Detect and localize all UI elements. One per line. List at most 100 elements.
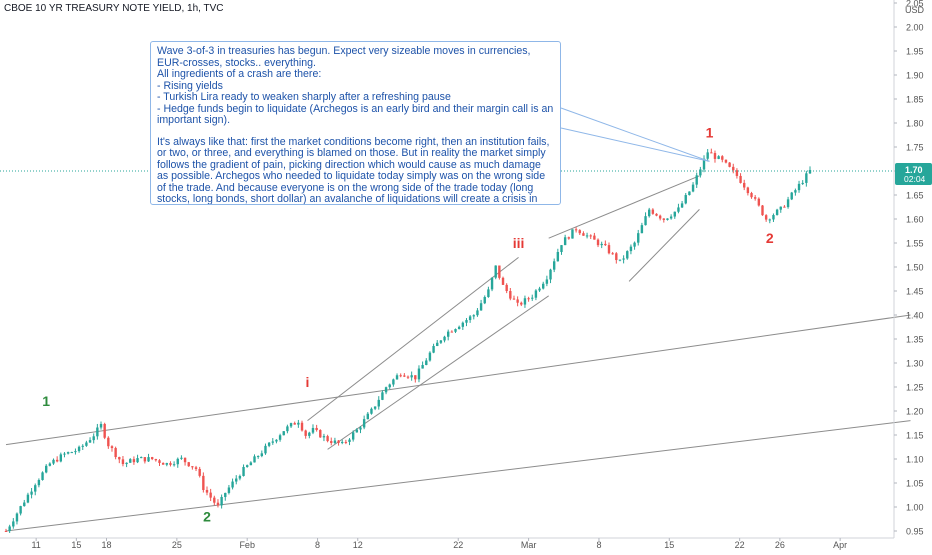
candle-body [267, 442, 271, 446]
candle-body [443, 336, 446, 341]
chart-title: CBOE 10 YR TREASURY NOTE YIELD, 1h, TVC [4, 3, 224, 14]
candle-body [571, 229, 574, 239]
candles [4, 148, 812, 533]
candle-body [362, 419, 366, 428]
candle-body [351, 432, 355, 440]
candle-body [753, 197, 757, 199]
candle-body [4, 531, 8, 532]
note-callout[interactable]: Wave 3-of-3 in treasuries has begun. Exp… [150, 41, 561, 205]
candle-body [520, 302, 523, 305]
candle-body [55, 459, 59, 462]
candle-body [176, 458, 179, 465]
candle-body [801, 182, 804, 184]
candle-body [542, 283, 545, 289]
wave-label: i [306, 374, 310, 390]
candle-body [224, 492, 227, 497]
candle-body [637, 233, 640, 243]
x-tick-label: 15 [664, 540, 674, 550]
candle-body [45, 465, 48, 473]
candle-body [461, 322, 465, 327]
candle-body [256, 456, 260, 458]
price-tag-time: 02:04 [904, 174, 926, 184]
candle-body [304, 430, 307, 436]
candle-body [585, 235, 589, 237]
candle-body [23, 502, 26, 507]
candle-body [66, 452, 70, 454]
candle-body [750, 193, 753, 198]
candle-body [129, 459, 132, 463]
candle-body [118, 457, 121, 460]
candle-body [205, 489, 209, 493]
candle-body [615, 253, 618, 261]
trendlines [5, 175, 911, 532]
candle-body [235, 478, 238, 482]
candle-body [596, 239, 600, 246]
y-tick-label: 1.30 [906, 359, 924, 369]
candle-body [103, 423, 106, 438]
candle-body [417, 368, 421, 380]
x-tick-label: 15 [71, 540, 81, 550]
candle-body [768, 219, 771, 221]
candle-body [187, 462, 190, 467]
candle-body [180, 457, 183, 459]
candle-body [59, 454, 63, 462]
y-tick-label: 1.20 [906, 407, 924, 417]
candle-body [425, 360, 428, 365]
y-tick-label: 1.00 [906, 503, 924, 513]
candle-body [88, 440, 92, 443]
y-tick-label: 1.90 [906, 71, 924, 81]
wave-label: 2 [203, 508, 211, 524]
candle-body [743, 182, 746, 188]
candle-body [366, 413, 369, 420]
candle-body [797, 183, 801, 191]
candle-body [454, 329, 457, 332]
candle-body [337, 440, 340, 443]
candle-body [648, 209, 651, 217]
candle-body [739, 175, 742, 183]
candle-body [677, 207, 680, 212]
candle-body [567, 237, 570, 239]
candle-body [666, 218, 669, 220]
candle-body [618, 259, 622, 261]
candle-body [96, 427, 99, 437]
y-tick-label: 1.45 [906, 287, 924, 297]
candle-body [242, 466, 245, 476]
x-tick-label: Mar [521, 540, 537, 550]
candle-body [772, 215, 775, 220]
y-tick-label: 1.75 [906, 143, 924, 153]
candle-body [12, 521, 15, 527]
candle-body [651, 209, 655, 214]
candle-body [713, 153, 717, 159]
candle-body [589, 235, 592, 237]
candle-body [92, 436, 95, 441]
candle-body [702, 158, 706, 170]
candle-body [574, 229, 578, 231]
candle-body [202, 475, 205, 490]
candle-body [125, 462, 128, 465]
x-tick-label: 11 [31, 540, 40, 550]
trendline [5, 420, 911, 532]
note-connectors [560, 107, 710, 162]
candle-body [410, 375, 413, 378]
candle-body [691, 184, 695, 192]
candle-body [381, 392, 384, 400]
candle-body [578, 230, 581, 234]
price-tag [895, 163, 932, 185]
candle-body [436, 342, 439, 347]
candle-body [293, 423, 296, 425]
candle-body [527, 298, 530, 300]
candle-body [213, 497, 216, 503]
y-tick-label: 2.05 [906, 0, 924, 9]
candle-body [136, 458, 139, 463]
candle-body [319, 430, 322, 438]
candle-body [260, 453, 264, 457]
candle-body [315, 427, 318, 431]
candle-body [732, 166, 735, 171]
trendline [5, 314, 911, 446]
candle-body [282, 431, 285, 436]
y-tick-label: 1.35 [906, 335, 924, 345]
x-tick-label: 8 [315, 540, 320, 550]
candle-body [794, 190, 797, 193]
candle-body [297, 422, 300, 425]
candle-body [238, 475, 242, 479]
